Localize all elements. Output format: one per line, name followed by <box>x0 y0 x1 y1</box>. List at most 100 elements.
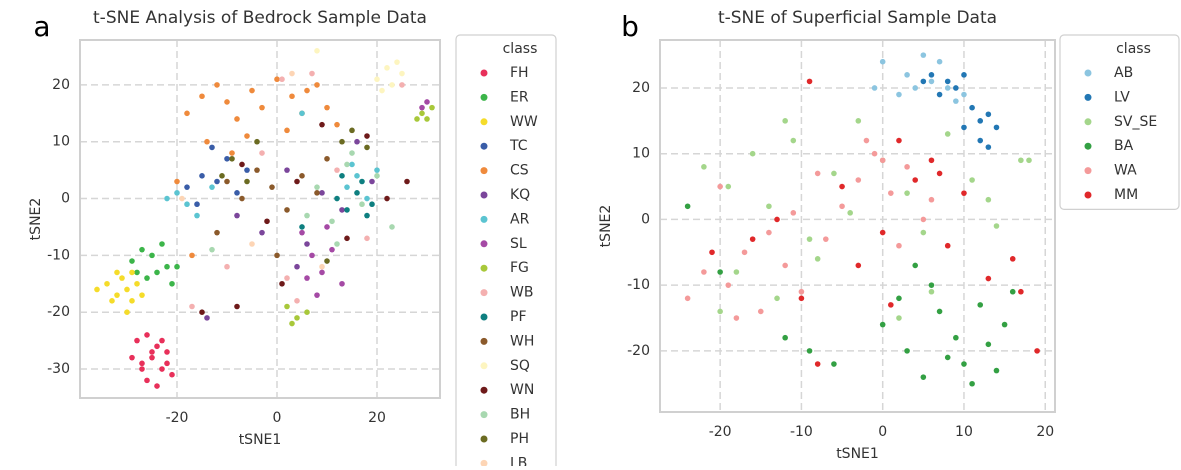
point <box>379 87 385 94</box>
point <box>814 170 821 177</box>
point <box>364 212 370 219</box>
point <box>224 155 230 162</box>
point <box>244 178 250 185</box>
point <box>774 216 780 223</box>
point <box>294 315 300 321</box>
point <box>782 118 788 124</box>
point <box>174 263 180 270</box>
y-tick-label: -20 <box>627 343 650 359</box>
point <box>239 161 245 168</box>
point <box>985 144 992 150</box>
legend-marker <box>480 118 488 126</box>
point <box>774 295 780 302</box>
point <box>334 195 340 202</box>
point <box>344 184 350 190</box>
point <box>254 167 260 173</box>
point <box>920 229 927 236</box>
point <box>953 98 959 104</box>
point <box>339 138 345 145</box>
point <box>888 190 894 196</box>
point <box>329 218 335 225</box>
legend-title: class <box>1116 41 1151 57</box>
x-tick-label: 10 <box>955 424 973 440</box>
point <box>928 78 935 85</box>
x-axis-label: tSNE1 <box>836 446 879 462</box>
point <box>319 269 325 276</box>
point <box>364 133 370 139</box>
point <box>798 295 805 302</box>
point <box>717 183 723 190</box>
point <box>701 269 707 275</box>
point <box>314 292 320 298</box>
point <box>912 85 919 91</box>
point <box>339 280 345 287</box>
point <box>164 263 170 270</box>
point <box>936 91 943 98</box>
point <box>364 195 370 202</box>
panel-label: a <box>33 10 50 43</box>
y-tick-label: 0 <box>641 211 650 227</box>
point <box>782 334 788 341</box>
point <box>871 85 878 91</box>
x-tick-label: 20 <box>1036 424 1054 440</box>
legend-box <box>1059 34 1180 210</box>
legend-marker <box>480 313 488 321</box>
point <box>149 354 155 361</box>
x-tick-label: -10 <box>790 424 813 440</box>
point <box>359 201 365 208</box>
legend-marker <box>480 264 488 272</box>
point <box>149 252 155 259</box>
point <box>199 93 205 100</box>
point <box>234 116 240 122</box>
point <box>274 252 280 259</box>
point <box>904 348 910 354</box>
point <box>259 104 265 111</box>
point <box>369 201 375 208</box>
point <box>806 78 813 85</box>
point <box>961 190 967 196</box>
legend-label: KQ <box>510 187 530 203</box>
point <box>1009 256 1016 262</box>
point <box>790 137 797 144</box>
point <box>404 178 410 185</box>
point <box>879 58 886 65</box>
point <box>294 263 300 270</box>
point <box>831 361 837 367</box>
point <box>888 302 894 308</box>
point <box>847 210 853 216</box>
point <box>294 178 300 185</box>
point <box>684 295 691 302</box>
legend-marker <box>480 337 488 345</box>
point <box>319 190 325 196</box>
point <box>289 93 295 100</box>
legend-label: PF <box>510 309 527 325</box>
point <box>159 337 165 344</box>
point <box>896 315 902 321</box>
point <box>749 236 756 242</box>
legend-label: BH <box>510 407 530 423</box>
legend-label: CS <box>510 163 529 179</box>
x-tick-label: 20 <box>368 410 386 426</box>
point <box>314 82 320 88</box>
point <box>129 298 135 304</box>
point <box>717 269 723 275</box>
y-tick-label: 20 <box>632 80 650 96</box>
legend-label: MM <box>1114 187 1138 203</box>
point <box>139 246 145 253</box>
point <box>154 269 160 276</box>
legend-label: SL <box>510 236 527 252</box>
point <box>419 110 425 117</box>
point <box>749 150 756 157</box>
point <box>985 196 992 203</box>
point <box>928 196 935 203</box>
point <box>993 367 1000 374</box>
point <box>806 348 813 354</box>
point <box>985 275 992 282</box>
point <box>229 155 235 162</box>
point <box>254 138 260 145</box>
legend-marker <box>1084 69 1092 77</box>
point <box>419 104 425 111</box>
point <box>134 269 140 276</box>
legend-label: WN <box>510 382 534 398</box>
point <box>399 82 405 88</box>
